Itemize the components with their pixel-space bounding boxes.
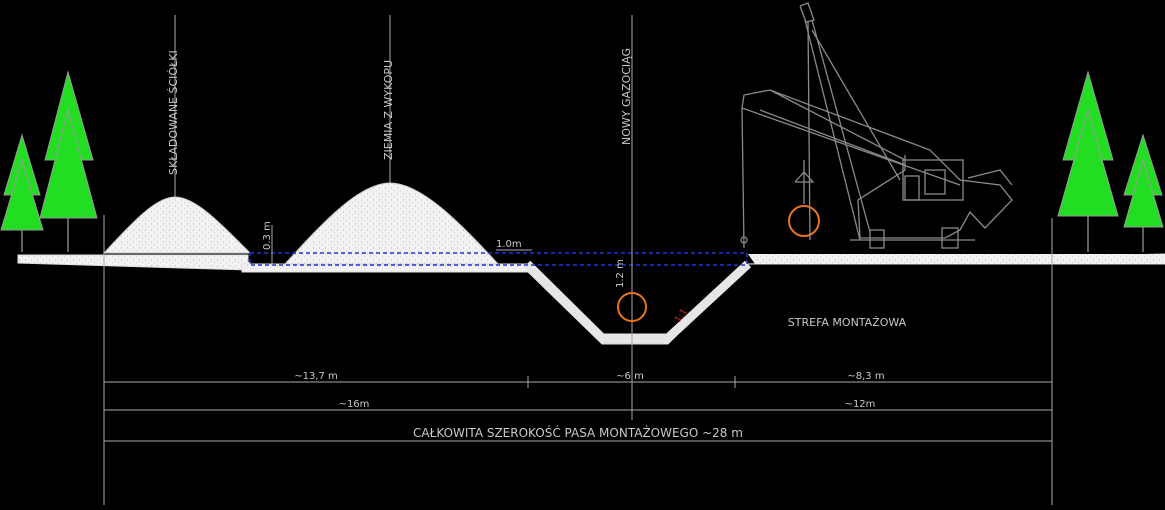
dimension-lines (103, 215, 1053, 505)
tree-icon (0, 133, 44, 252)
dim-1-0m: 1.0m (496, 239, 522, 250)
tree-icon (1123, 133, 1164, 252)
total-width-label: CAŁKOWITA SZEROKOŚĆ PASA MONTAŻOWEGO ~28… (413, 425, 743, 440)
dim-6m: ~6 m (616, 371, 644, 382)
pipelayer-icon (740, 2, 1013, 249)
tree-icon (1057, 70, 1119, 252)
ground-strip (17, 253, 1165, 345)
trees-right (1057, 70, 1164, 252)
tree-icon (39, 70, 98, 252)
trench (523, 260, 752, 343)
zone-label: STREFA MONTAŻOWA (788, 316, 907, 329)
topsoil-box (249, 252, 748, 266)
soil-heap (283, 182, 500, 265)
litter-label: SKŁADOWANE ŚCIÓŁKI (167, 50, 180, 175)
dim-13-7m: ~13,7 m (294, 371, 338, 382)
litter-heap (102, 196, 252, 254)
soil-label: ZIEMIA Z WYKOPU (382, 60, 395, 160)
dim-16m: ~16m (339, 399, 370, 410)
dim-8-3m: ~8,3 m (847, 371, 884, 382)
dim-0-3m: 0.3 m (262, 221, 273, 250)
pipe-icon (617, 292, 647, 322)
pipeline-label: NOWY GAZOCIĄG (620, 48, 633, 145)
trees-left (0, 70, 98, 252)
pipe-icon (788, 205, 820, 237)
dim-1-2m: 1.2 m (615, 259, 626, 288)
dim-12m: ~12m (845, 399, 876, 410)
